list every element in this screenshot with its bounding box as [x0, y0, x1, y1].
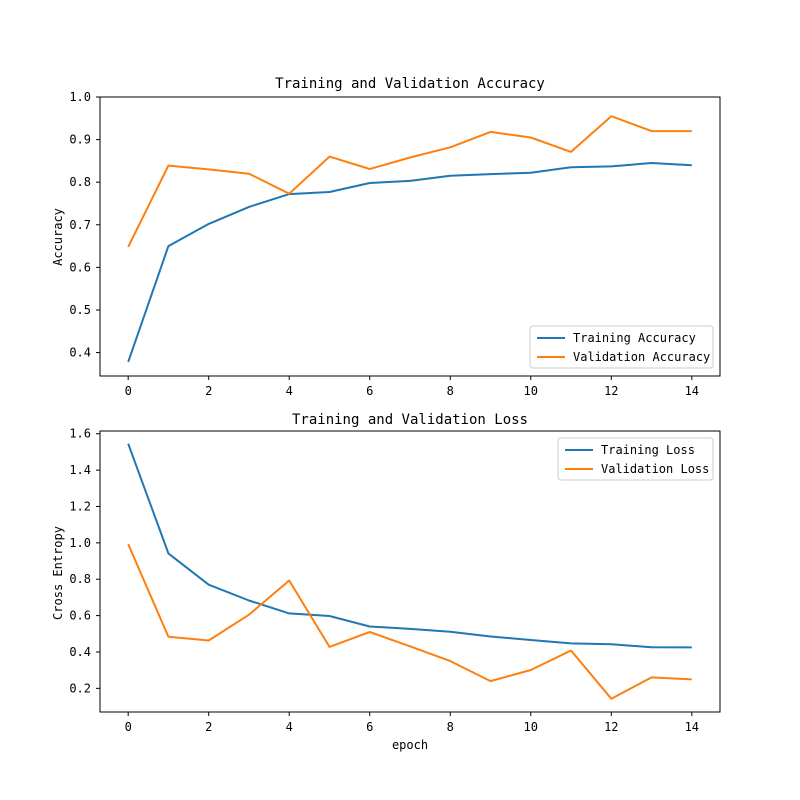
accuracy-y-tick-label: 0.9 [69, 133, 91, 147]
loss-x-tick-label: 8 [447, 720, 454, 734]
loss-y-tick-label: 1.4 [69, 463, 91, 477]
loss-legend: Training Loss Validation Loss [557, 437, 714, 481]
accuracy-y-tick-label: 1.0 [69, 90, 91, 104]
accuracy-plot-frame [99, 96, 721, 377]
accuracy-x-tick-label: 0 [125, 384, 132, 398]
loss-axis-ticks: 0 2 4 6 8 10 12 14 0.2 0.4 0.6 0.8 1.0 1.2 1.4 1.6 [69, 427, 699, 734]
loss-y-tick-label: 1.6 [69, 427, 91, 441]
loss-x-tick-label: 6 [366, 720, 373, 734]
accuracy-legend-box [529, 325, 714, 369]
accuracy-chart-title: Training and Validation Accuracy [275, 76, 545, 92]
accuracy-x-tick-label: 6 [366, 384, 373, 398]
accuracy-y-tick-label: 0.6 [69, 260, 91, 274]
series-line-validation-accuracy [127, 115, 692, 248]
loss-x-tick-label: 12 [604, 720, 618, 734]
accuracy-x-tick-label: 4 [286, 384, 293, 398]
loss-y-tick-label: 1.2 [69, 499, 91, 513]
accuracy-x-tick-label: 2 [205, 384, 212, 398]
legend-label-validation-accuracy: Validation Accuracy [573, 350, 710, 364]
loss-x-tick-label: 4 [286, 720, 293, 734]
legend-label-training-accuracy: Training Accuracy [573, 331, 696, 345]
accuracy-x-tick-label: 12 [604, 384, 618, 398]
loss-legend-box [557, 437, 714, 481]
accuracy-legend: Training Accuracy Validation Accuracy [529, 325, 714, 369]
loss-x-tick-label: 10 [524, 720, 538, 734]
series-line-validation-loss [127, 543, 692, 700]
loss-y-tick-label: 0.8 [69, 572, 91, 586]
loss-y-tick-label: 1.0 [69, 536, 91, 550]
loss-x-axis-label: epoch [392, 738, 428, 752]
loss-plot-frame [99, 430, 721, 713]
loss-y-axis-label: Cross Entropy [51, 526, 65, 620]
accuracy-series-lines [127, 115, 692, 363]
loss-chart-title: Training and Validation Loss [292, 412, 528, 428]
accuracy-y-axis-label: Accuracy [51, 208, 65, 266]
accuracy-y-tick-label: 0.4 [69, 346, 91, 360]
accuracy-x-tick-label: 10 [524, 384, 538, 398]
loss-x-tick-label: 14 [685, 720, 699, 734]
loss-chart: Training and Validation Loss Cross Entro… [51, 412, 721, 752]
loss-x-tick-label: 0 [125, 720, 132, 734]
accuracy-y-tick-label: 0.7 [69, 218, 91, 232]
series-line-training-loss [127, 443, 692, 649]
accuracy-chart: Training and Validation Accuracy Accurac… [51, 76, 721, 398]
legend-label-validation-loss: Validation Loss [601, 462, 709, 476]
loss-y-tick-label: 0.6 [69, 609, 91, 623]
accuracy-y-tick-label: 0.8 [69, 175, 91, 189]
legend-label-training-loss: Training Loss [601, 443, 695, 457]
series-line-training-accuracy [127, 162, 692, 363]
accuracy-x-tick-label: 8 [447, 384, 454, 398]
loss-series-lines [127, 443, 692, 700]
accuracy-axis-ticks: 0 2 4 6 8 10 12 14 0.4 0.5 0.6 0.7 0.8 0.9 1.0 [69, 90, 699, 398]
accuracy-y-tick-label: 0.5 [69, 303, 91, 317]
accuracy-x-tick-label: 14 [685, 384, 699, 398]
loss-x-tick-label: 2 [205, 720, 212, 734]
loss-y-tick-label: 0.4 [69, 645, 91, 659]
loss-y-tick-label: 0.2 [69, 681, 91, 695]
